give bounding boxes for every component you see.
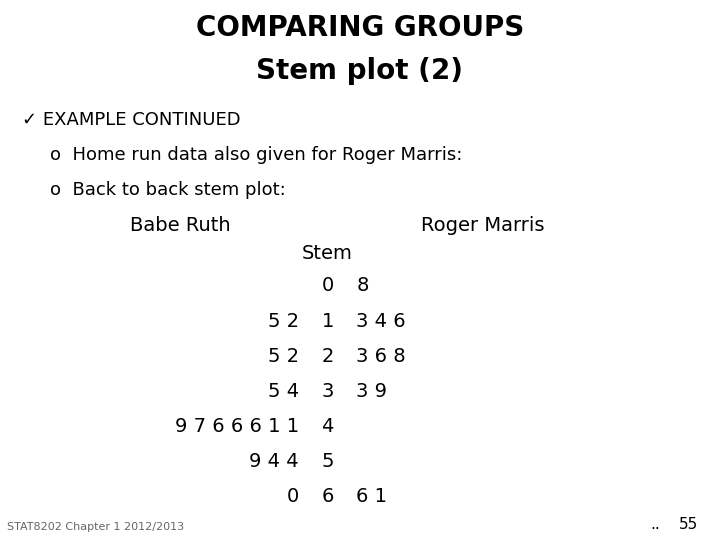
- Text: 3: 3: [321, 382, 334, 401]
- Text: 3 6 8: 3 6 8: [356, 347, 406, 366]
- Text: 2: 2: [321, 347, 334, 366]
- Text: 55: 55: [679, 517, 698, 532]
- Text: o  Home run data also given for Roger Marris:: o Home run data also given for Roger Mar…: [50, 146, 463, 164]
- Text: ✓ EXAMPLE CONTINUED: ✓ EXAMPLE CONTINUED: [22, 111, 240, 129]
- Text: 9 4 4: 9 4 4: [249, 452, 299, 471]
- Text: Stem plot (2): Stem plot (2): [256, 57, 464, 85]
- Text: 1: 1: [321, 312, 334, 330]
- Text: 9 7 6 6 6 1 1: 9 7 6 6 6 1 1: [175, 417, 299, 436]
- Text: 5: 5: [321, 452, 334, 471]
- Text: STAT8202 Chapter 1 2012/2013: STAT8202 Chapter 1 2012/2013: [7, 522, 184, 532]
- Text: 6 1: 6 1: [356, 487, 387, 506]
- Text: 4: 4: [321, 417, 334, 436]
- Text: 5 2: 5 2: [268, 312, 299, 330]
- Text: o  Back to back stem plot:: o Back to back stem plot:: [50, 181, 286, 199]
- Text: Babe Ruth: Babe Ruth: [130, 216, 230, 235]
- Text: 5 2: 5 2: [268, 347, 299, 366]
- Text: 6: 6: [321, 487, 334, 506]
- Text: 8: 8: [356, 276, 369, 295]
- Text: ..: ..: [650, 517, 660, 532]
- Text: COMPARING GROUPS: COMPARING GROUPS: [196, 14, 524, 42]
- Text: Stem: Stem: [302, 244, 353, 263]
- Text: 0: 0: [321, 276, 334, 295]
- Text: 0: 0: [287, 487, 299, 506]
- Text: 5 4: 5 4: [268, 382, 299, 401]
- Text: Roger Marris: Roger Marris: [420, 216, 544, 235]
- Text: 3 9: 3 9: [356, 382, 387, 401]
- Text: 3 4 6: 3 4 6: [356, 312, 406, 330]
